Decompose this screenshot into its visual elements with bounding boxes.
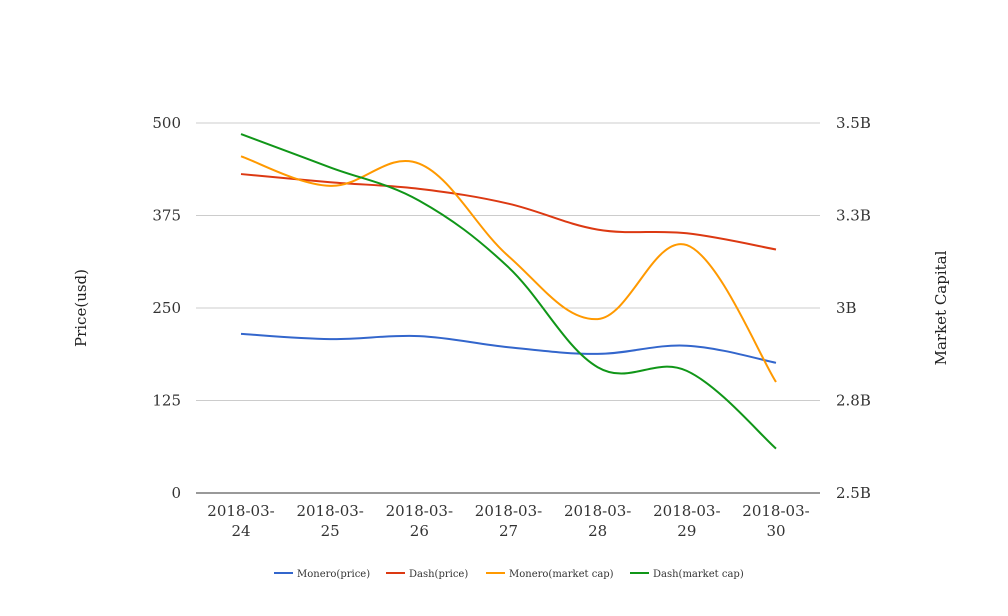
left-tick-label: 250 — [152, 299, 181, 317]
legend-label: Monero(price) — [297, 569, 370, 580]
right-tick-label: 3.3B — [836, 207, 871, 225]
left-axis-title: Price(usd) — [72, 269, 90, 347]
left-axis-ticks: 0 125 250 375 500 — [152, 114, 181, 502]
x-tick-label-line: 2018-03- — [564, 502, 631, 520]
left-tick-label: 375 — [152, 207, 181, 225]
x-tick-label-line: 2018-03- — [475, 502, 542, 520]
x-tick-label-line: 26 — [410, 522, 429, 540]
x-tick-label: 2018-03- 27 — [475, 502, 542, 540]
x-axis-ticks: 2018-03- 24 2018-03- 25 2018-03- 26 2018-03- 27… — [207, 502, 809, 540]
series-line-monero-price — [240, 332, 777, 364]
series-lines — [240, 133, 777, 450]
x-tick-label-line: 2018-03- — [386, 502, 453, 520]
right-tick-label: 2.8B — [836, 392, 871, 410]
x-tick-label-line: 2018-03- — [653, 502, 720, 520]
right-tick-label: 3B — [836, 299, 857, 317]
left-tick-label: 500 — [152, 114, 181, 132]
x-tick-label: 2018-03- 26 — [386, 502, 453, 540]
x-tick-label-line: 2018-03- — [296, 502, 363, 520]
x-tick-label: 2018-03- 30 — [742, 502, 809, 540]
left-tick-label: 125 — [152, 392, 181, 410]
legend: Monero(price) Dash(price) Monero(market ca… — [274, 569, 744, 580]
x-tick-label-line: 29 — [677, 522, 696, 540]
series-line-dash-price — [240, 173, 777, 251]
right-tick-label: 3.5B — [836, 114, 871, 132]
x-tick-label-line: 2018-03- — [207, 502, 274, 520]
x-tick-label-line: 28 — [588, 522, 607, 540]
x-tick-label: 2018-03- 25 — [296, 502, 363, 540]
x-tick-label-line: 27 — [499, 522, 518, 540]
series-line-dash-market-cap — [240, 133, 777, 450]
right-axis-ticks: 2.5B 2.8B 3B 3.3B 3.5B — [836, 114, 871, 502]
right-tick-label: 2.5B — [836, 484, 871, 502]
legend-label: Dash(price) — [409, 569, 468, 580]
x-tick-label-line: 24 — [231, 522, 250, 540]
right-axis-title: Market Capital — [932, 250, 950, 365]
x-tick-label: 2018-03- 29 — [653, 502, 720, 540]
x-tick-label-line: 2018-03- — [742, 502, 809, 520]
legend-label: Monero(market cap) — [509, 569, 614, 580]
x-tick-label-line: 30 — [766, 522, 785, 540]
x-tick-label: 2018-03- 28 — [564, 502, 631, 540]
left-tick-label: 0 — [171, 484, 181, 502]
gridlines — [196, 122, 820, 494]
x-tick-label: 2018-03- 24 — [207, 502, 274, 540]
x-tick-label-line: 25 — [321, 522, 340, 540]
series-line-monero-market-cap — [240, 155, 777, 383]
legend-label: Dash(market cap) — [653, 569, 744, 580]
